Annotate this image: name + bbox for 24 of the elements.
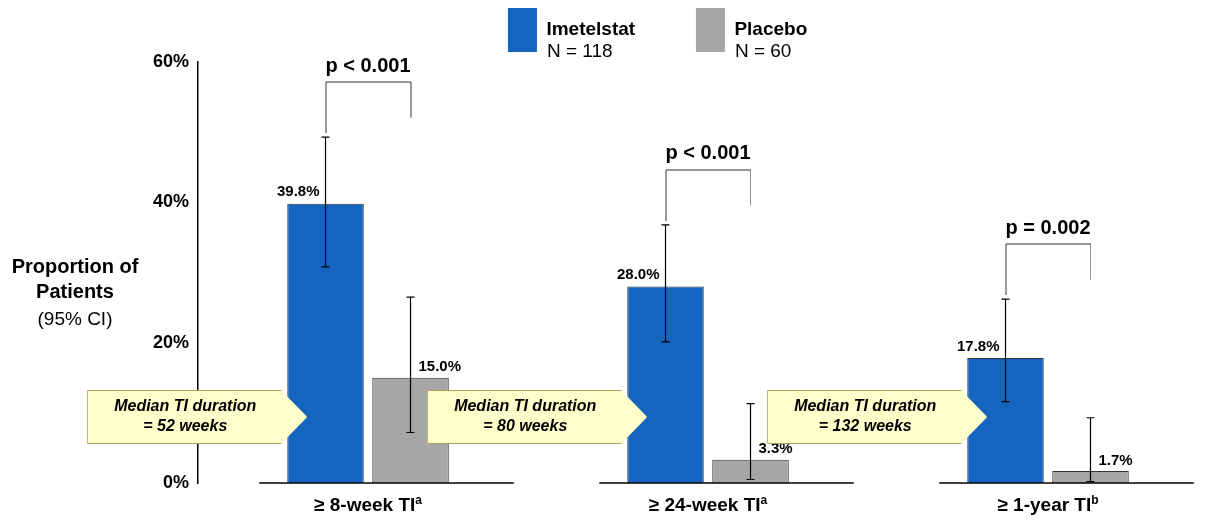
data-label: 17.8% xyxy=(956,336,1000,354)
data-label: 28.0% xyxy=(616,265,660,283)
x-tick-label: ≥ 8-week TI$^{a}$ xyxy=(314,493,422,517)
text: N = 118 xyxy=(546,39,613,61)
text: (95% CI) xyxy=(36,308,114,330)
annotation: Median TI duration = 52 weeks xyxy=(113,396,258,436)
y-tick-label: 0% xyxy=(163,471,190,492)
y-tick-label: 40% xyxy=(153,191,190,212)
data-label: 15.0% xyxy=(418,357,462,375)
data-label: 39.8% xyxy=(276,182,320,200)
x-tick-label: ≥ 1-year TI$^{b}$ xyxy=(997,493,1099,517)
y-tick-label: 20% xyxy=(153,331,190,352)
data-label: 1.7% xyxy=(1098,450,1133,468)
annotation: Median TI duration = 80 weeks xyxy=(453,396,598,436)
annotation: p = 0.002 xyxy=(1005,215,1091,238)
annotation: p < 0.001 xyxy=(325,53,411,76)
text: N = 60 xyxy=(734,39,792,61)
legend-label: Imetelstat xyxy=(546,18,688,40)
x-tick-label: ≥ 24-week TI$^{a}$ xyxy=(648,493,768,517)
y-tick-label: 60% xyxy=(153,50,190,71)
annotation: p < 0.001 xyxy=(665,141,751,164)
legend-label: Placebo xyxy=(734,18,861,40)
annotation: Median TI duration = 132 weeks xyxy=(793,396,938,436)
y-axis-title: Proportion of Patients xyxy=(10,254,140,304)
